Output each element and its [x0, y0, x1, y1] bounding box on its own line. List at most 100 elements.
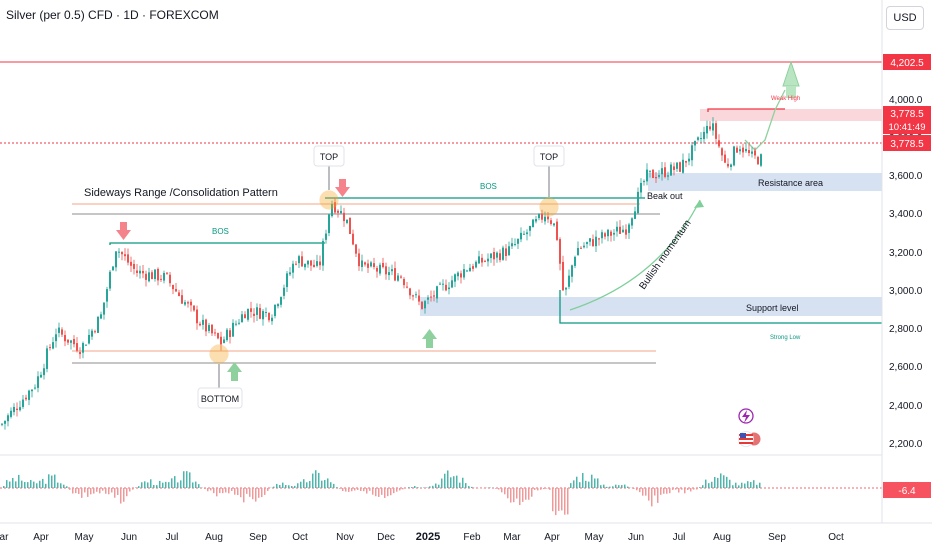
candle	[43, 368, 45, 375]
histogram-bar	[396, 488, 398, 492]
candle	[112, 267, 114, 271]
candle	[427, 298, 429, 300]
candle	[319, 262, 321, 266]
candle	[679, 162, 681, 172]
histogram-bar	[165, 482, 167, 488]
candle	[646, 170, 648, 182]
histogram-bar	[354, 488, 356, 491]
candle	[160, 279, 162, 280]
histogram-bar	[258, 488, 260, 498]
histogram-bar	[666, 488, 668, 494]
histogram-bar	[357, 488, 359, 490]
histogram-bar	[726, 477, 728, 488]
us-flag-icon[interactable]	[739, 432, 762, 447]
histogram-bar	[180, 480, 182, 488]
candle	[190, 302, 192, 306]
candle	[652, 170, 654, 178]
candle	[124, 254, 126, 256]
histogram-bar	[717, 478, 719, 488]
candle	[727, 164, 729, 167]
histogram-bar	[378, 488, 380, 497]
time-label: ar	[0, 532, 9, 543]
histogram-bar	[330, 482, 332, 488]
time-label: Nov	[336, 532, 354, 543]
candle	[61, 329, 63, 334]
candle	[46, 348, 48, 369]
candle	[301, 256, 303, 266]
histogram-bar	[204, 488, 206, 489]
candle	[277, 304, 279, 306]
histogram-bar	[543, 488, 545, 489]
histogram-bar	[600, 485, 602, 488]
candle	[601, 232, 603, 238]
histogram-bar	[336, 487, 338, 488]
candle	[412, 295, 414, 296]
candle	[445, 285, 447, 291]
candle	[529, 226, 531, 231]
candle	[607, 230, 609, 236]
histogram-bar	[105, 488, 107, 494]
histogram-bar	[573, 480, 575, 488]
candle	[109, 272, 111, 289]
symbol-title[interactable]: Silver (per 0.5) CFD · 1D · FOREXCOM	[6, 8, 219, 22]
candle	[655, 177, 657, 178]
histogram-bar	[102, 488, 104, 491]
bos-left-label: BOS	[212, 227, 229, 236]
histogram-bar	[564, 488, 566, 515]
time-label: Jun	[628, 532, 644, 543]
candle	[583, 246, 585, 248]
candle	[67, 340, 69, 343]
candle	[430, 297, 432, 298]
candle	[250, 308, 252, 312]
histogram-bar	[171, 478, 173, 488]
high-price-badge-text: 4,202.5	[890, 58, 924, 69]
histogram-bar	[432, 486, 434, 488]
histogram-bar	[255, 488, 257, 502]
candle	[685, 161, 687, 163]
histogram-bar	[237, 488, 239, 495]
histogram-bar	[387, 488, 389, 496]
candle	[436, 286, 438, 298]
histogram-bar	[750, 482, 752, 488]
candle	[733, 146, 735, 165]
histogram-bar	[498, 488, 500, 490]
candle	[700, 138, 702, 139]
histogram-bar	[519, 488, 521, 505]
candle	[280, 297, 282, 305]
histogram-bar	[654, 488, 656, 496]
histogram-bar	[261, 488, 263, 497]
resistance-label: Resistance area	[758, 178, 823, 188]
histogram-bar	[669, 488, 671, 493]
candle	[13, 407, 15, 412]
time-label: Feb	[463, 532, 481, 543]
time-label: Aug	[205, 532, 223, 543]
candle	[664, 167, 666, 177]
histogram-bar	[636, 488, 638, 490]
histogram-bar	[558, 488, 560, 511]
candle	[760, 154, 762, 166]
histogram-bar	[510, 488, 512, 503]
lightning-icon[interactable]	[739, 409, 753, 423]
histogram-bar	[381, 488, 383, 495]
candle	[70, 340, 72, 342]
histogram-bar	[687, 488, 689, 490]
candle	[22, 400, 24, 407]
histogram-bar	[414, 486, 416, 488]
histogram-bar	[552, 488, 554, 511]
candle	[460, 273, 462, 277]
candle	[568, 276, 570, 287]
candle	[514, 244, 516, 245]
histogram-bar	[192, 482, 194, 488]
candle	[262, 311, 264, 319]
candle	[694, 141, 696, 146]
candle	[343, 213, 345, 221]
histogram-bar	[99, 488, 101, 493]
candle	[256, 307, 258, 315]
histogram-bar	[360, 488, 362, 491]
candle	[106, 289, 108, 301]
candle	[286, 273, 288, 287]
histogram-bar	[339, 488, 341, 489]
currency-button[interactable]: USD	[886, 6, 924, 30]
